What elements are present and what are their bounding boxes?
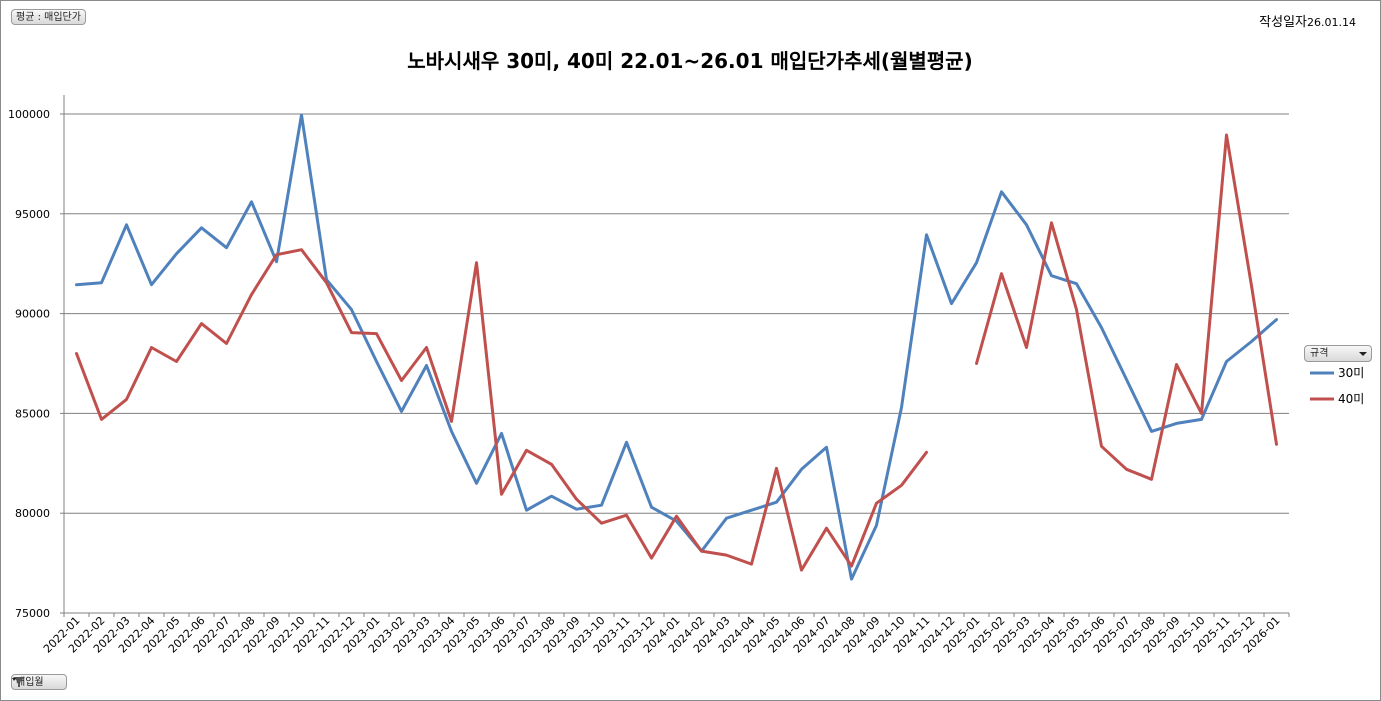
created-date-value: 26.01.14 <box>1307 16 1356 29</box>
value-field-button[interactable]: 평균 : 매입단가 <box>11 9 86 25</box>
legend-title: 규격 <box>1310 348 1329 359</box>
month-filter-button[interactable]: 매입월 <box>11 674 67 690</box>
legend: 30미 40미 <box>1310 366 1364 406</box>
month-filter-label: 매입월 <box>16 677 44 688</box>
legend-filter-button[interactable]: 규격 <box>1304 345 1372 362</box>
chevron-down-icon <box>1359 352 1367 356</box>
legend-label: 40미 <box>1338 392 1364 406</box>
grid-lines <box>64 113 1289 614</box>
y-tick-label: 85000 <box>15 407 50 420</box>
legend-label: 30미 <box>1338 366 1364 380</box>
series-lines <box>75 113 1278 581</box>
y-tick-label: 75000 <box>15 607 50 620</box>
series-line-40미 <box>75 133 1278 572</box>
series-line-30미 <box>75 113 1278 581</box>
y-tick-label: 80000 <box>15 507 50 520</box>
y-axis-ticks: 75000 80000 85000 90000 95000 100000 <box>8 108 64 620</box>
y-tick-label: 100000 <box>8 108 50 121</box>
axes <box>63 95 1289 614</box>
x-axis-ticks: 2022-012022-022022-032022-042022-052022-… <box>41 613 1290 656</box>
y-tick-label: 90000 <box>15 308 50 321</box>
created-date-label: 작성일자26.01.14 <box>1259 11 1356 30</box>
y-tick-label: 95000 <box>15 208 50 221</box>
chart-title: 노바시새우 30미, 40미 22.01~26.01 매입단가추세(월별평균) <box>407 49 972 73</box>
filter-icon <box>12 677 25 687</box>
created-date-prefix: 작성일자 <box>1259 15 1308 30</box>
